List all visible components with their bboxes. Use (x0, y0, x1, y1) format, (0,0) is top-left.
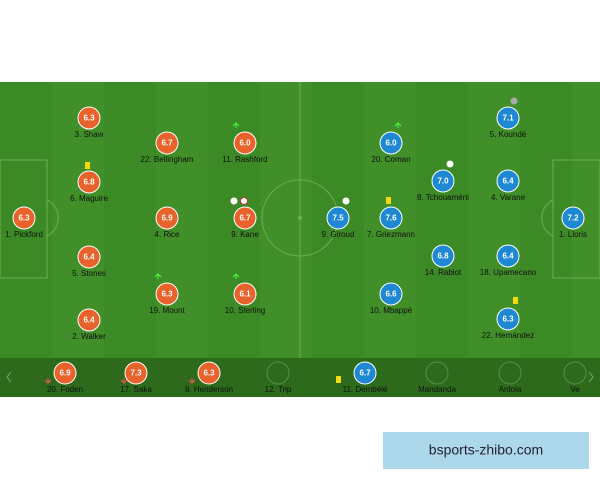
player-name: 20. Foden (47, 385, 83, 394)
player-marker (53, 361, 77, 385)
player-name: Antola (499, 385, 522, 394)
player-rating: 6.3 (83, 114, 95, 123)
player-rating: 6.7 (161, 139, 173, 148)
player-marker (379, 206, 403, 230)
player-name: 22. Bellingham (141, 155, 194, 164)
player-name: 12. Trip (265, 385, 292, 394)
player-name: 9. Kane (231, 230, 259, 239)
player-rating: 6.3 (161, 290, 173, 299)
player-marker (561, 206, 585, 230)
player-name: 5. Koundé (490, 130, 527, 139)
player-name: 11. Rashford (222, 155, 267, 164)
player-rating: 7.6 (385, 214, 397, 223)
player-rating: 6.7 (239, 214, 251, 223)
player-marker (155, 206, 179, 230)
player-name: 8. Henderson (185, 385, 233, 394)
icons (44, 97, 518, 384)
player-marker (425, 361, 449, 385)
player-name: 7. Griezmann (367, 230, 415, 239)
player-marker (233, 282, 257, 306)
player-rating: 6.4 (83, 316, 95, 325)
player-name: 6. Maguire (70, 194, 108, 203)
player-marker (233, 206, 257, 230)
player-rating: 6.8 (437, 252, 449, 261)
player-rating: 6.3 (502, 315, 514, 324)
player-rating: 6.6 (385, 290, 397, 299)
player-marker (563, 361, 587, 385)
player-name: 4. Rice (155, 230, 180, 239)
player-name: Mandanda (418, 385, 456, 394)
player-marker (77, 106, 101, 130)
player-name: 5. Stones (72, 269, 106, 278)
player-rating: 7.3 (130, 369, 142, 378)
player-name: Ve (570, 385, 580, 394)
player-rating: 6.3 (203, 369, 215, 378)
player-rating: 6.1 (239, 290, 251, 299)
player-marker (155, 282, 179, 306)
player-name: 1. Pickford (5, 230, 43, 239)
player-name: 8. Tchouaméni (417, 193, 469, 202)
player-name: 10. Mbappé (370, 306, 413, 315)
player-marker (77, 245, 101, 269)
player-name: 10. Sterling (225, 306, 265, 315)
player-marker (77, 170, 101, 194)
player-name: 17. Saka (120, 385, 152, 394)
player-name: 22. Hernández (482, 331, 534, 340)
player-marker (233, 131, 257, 155)
player-marker (124, 361, 148, 385)
player-rating: 6.3 (18, 214, 30, 223)
player-name: 14. Rabiot (425, 268, 462, 277)
player-marker (496, 307, 520, 331)
watermark-box (383, 432, 589, 469)
next-arrow[interactable] (588, 371, 594, 383)
player-marker (77, 308, 101, 332)
player-rating: 7.1 (502, 114, 514, 123)
player-marker (496, 106, 520, 130)
player-marker (498, 361, 522, 385)
player-marker (431, 244, 455, 268)
watermark: bsports-zhibo.com (429, 442, 543, 458)
player-marker (496, 244, 520, 268)
player-rating: 6.7 (359, 369, 371, 378)
prev-arrow[interactable] (6, 371, 12, 383)
player-rating: 6.4 (502, 177, 514, 186)
player-rating: 6.0 (239, 139, 251, 148)
player-name: 11. Dembélé (343, 385, 388, 394)
player-marker (326, 206, 350, 230)
center-spot (298, 216, 302, 220)
player-name: 19. Mount (149, 306, 185, 315)
player-name: 1. Lloris (559, 230, 587, 239)
player-rating: 6.4 (83, 253, 95, 262)
player-rating: 6.8 (83, 178, 95, 187)
player-rating: 7.2 (567, 214, 579, 223)
player-rating: 7.0 (437, 177, 449, 186)
player-name: 18. Upamecano (480, 268, 537, 277)
player-marker (496, 169, 520, 193)
player-rating: 6.4 (502, 252, 514, 261)
player-marker (155, 131, 179, 155)
player-marker (379, 131, 403, 155)
player-rating: 6.9 (59, 369, 71, 378)
player-name: 3. Shaw (75, 130, 104, 139)
player-rating: 6.0 (385, 139, 397, 148)
player-rating: 6.9 (161, 214, 173, 223)
player-name: 20. Coman (371, 155, 410, 164)
player-marker (197, 361, 221, 385)
player-marker (266, 361, 290, 385)
player-rating: 7.5 (332, 214, 344, 223)
player-name: 4. Varane (491, 193, 526, 202)
player-name: 2. Walker (72, 332, 106, 341)
player-name: 9. Giroud (322, 230, 355, 239)
player-marker (353, 361, 377, 385)
player-marker (12, 206, 36, 230)
player-marker (379, 282, 403, 306)
player-marker (431, 169, 455, 193)
